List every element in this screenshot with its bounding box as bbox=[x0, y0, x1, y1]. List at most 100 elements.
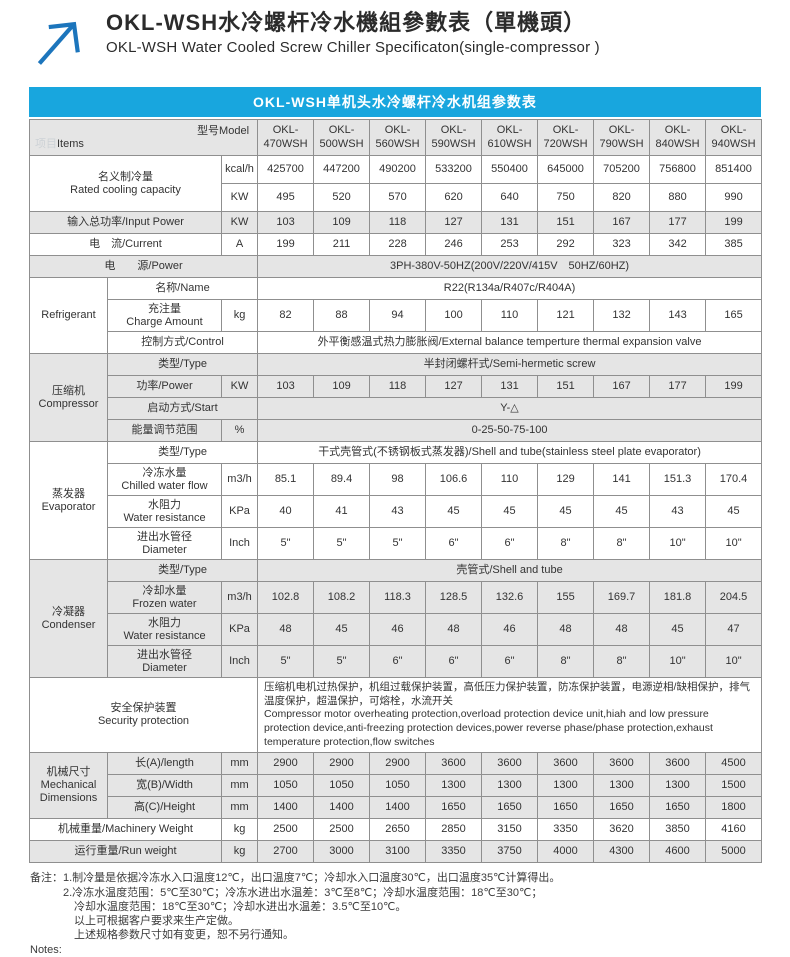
value-cell: 2850 bbox=[425, 818, 483, 842]
value-cell: 570 bbox=[369, 183, 427, 212]
merged-value-cell: 壳管式/Shell and tube bbox=[257, 559, 763, 582]
footnote-line: 以上可根据客户要求来生产定做。 bbox=[74, 915, 239, 928]
value-cell: 6" bbox=[425, 527, 483, 560]
value-cell: 128.5 bbox=[425, 581, 483, 614]
item-label-cell: 水阻力 Water resistance bbox=[107, 613, 222, 646]
value-cell: 228 bbox=[369, 233, 427, 256]
spec-row: 启动方式/Start Y-△ bbox=[30, 397, 763, 420]
value-cell: 1400 bbox=[257, 796, 315, 820]
value-cell: 85.1 bbox=[257, 463, 315, 496]
value-cell: 132.6 bbox=[481, 581, 539, 614]
value-cell: 1300 bbox=[481, 774, 539, 798]
model-header-cell: OKL- 590WSH bbox=[425, 119, 483, 156]
spec-row: 进出水管径 Diameter Inch 5" 5" 6" 6" 6" 8" 8" 10" 10" bbox=[30, 645, 763, 678]
value-cell: 102.8 bbox=[257, 581, 315, 614]
spec-row: 机械重量/Machinery Weight kg 2500 2500 2650 2850 3… bbox=[29, 818, 763, 842]
spec-row: 运行重量/Run weight kg 2700 3000 3100 3350 3750 400… bbox=[29, 840, 763, 864]
value-cell: 5" bbox=[369, 527, 427, 560]
value-cell: 98 bbox=[369, 463, 427, 496]
value-cell: 820 bbox=[593, 183, 651, 212]
value-cell: 1050 bbox=[313, 774, 371, 798]
unit-cell: Inch bbox=[220, 645, 259, 678]
value-cell: 89.4 bbox=[313, 463, 371, 496]
value-cell: 1050 bbox=[257, 774, 315, 798]
value-cell: 3620 bbox=[593, 818, 651, 842]
value-cell: 342 bbox=[649, 233, 707, 256]
value-cell: 2900 bbox=[313, 752, 371, 776]
value-cell: 1400 bbox=[369, 796, 427, 820]
model-label: 型号Model bbox=[197, 125, 250, 137]
item-label-cell: 类型/Type bbox=[106, 353, 259, 376]
value-cell: 520 bbox=[313, 183, 371, 212]
value-cell: 3150 bbox=[481, 818, 539, 842]
item-label-cell: 充注量 Charge Amount bbox=[107, 299, 222, 332]
unit-cell: KW bbox=[220, 211, 259, 234]
spec-row: Refrigerant 名称/Name R22(R134a/R407c/R404A) bbox=[29, 277, 763, 354]
value-cell: 490200 bbox=[369, 155, 427, 184]
value-cell: 756800 bbox=[649, 155, 707, 184]
value-cell: 3600 bbox=[593, 752, 651, 776]
value-cell: 880 bbox=[649, 183, 707, 212]
value-cell: 5" bbox=[257, 527, 315, 560]
value-cell: 4500 bbox=[705, 752, 763, 776]
model-header-cell: OKL- 500WSH bbox=[313, 119, 371, 156]
value-cell: 3600 bbox=[537, 752, 595, 776]
section-label-cell: 机械尺寸 Mechanical Dimensions bbox=[29, 752, 108, 820]
item-label-cell: 安全保护装置 Security protection bbox=[28, 676, 259, 754]
spec-table: 项目Items 型号Model OKL- 470WSH OKL- 500WSH OKL- 56… bbox=[28, 119, 763, 864]
value-cell: 6" bbox=[369, 645, 427, 678]
value-cell: 181.8 bbox=[649, 581, 707, 614]
value-cell: 1650 bbox=[481, 796, 539, 820]
table-title-bar: OKL-WSH单机头水冷螺杆冷水机组参数表 bbox=[29, 87, 761, 117]
value-cell: 121 bbox=[537, 299, 595, 332]
value-cell: 204.5 bbox=[705, 581, 763, 614]
merged-value-cell: 半封闭螺杆式/Semi-hermetic screw bbox=[257, 353, 763, 376]
unit-cell: Inch bbox=[220, 527, 259, 560]
value-cell: 45 bbox=[537, 495, 595, 528]
item-label-cell: 进出水管径 Diameter bbox=[107, 527, 222, 560]
value-cell: 45 bbox=[649, 613, 707, 646]
page-title-zh: OKL-WSH水冷螺杆冷水機組參數表（單機頭） bbox=[106, 10, 587, 35]
value-cell: 2900 bbox=[369, 752, 427, 776]
value-cell: 88 bbox=[313, 299, 371, 332]
title-block: OKL-WSH水冷螺杆冷水機組參數表（單機頭） OKL-WSH Water Co… bbox=[106, 10, 600, 56]
merged-value-cell: Y-△ bbox=[257, 397, 763, 420]
item-label-cell: 能量调节范围 bbox=[107, 419, 222, 442]
value-cell: 109 bbox=[313, 211, 371, 234]
footnote-line: Notes: bbox=[30, 943, 62, 956]
spec-row: 冷凝器 Condenser 类型/Type 壳管式/Shell and tube bbox=[29, 559, 763, 678]
item-label-cell: 功率/Power bbox=[107, 375, 222, 398]
spec-row: 安全保护装置 Security protection 压缩机电机过热保护，机组过载保… bbox=[28, 676, 763, 754]
value-cell: 640 bbox=[481, 183, 539, 212]
document-header: OKL-WSH水冷螺杆冷水機組參數表（單機頭） OKL-WSH Water Co… bbox=[0, 0, 790, 71]
value-cell: 750 bbox=[537, 183, 595, 212]
item-label-cell: 启动方式/Start bbox=[106, 397, 259, 420]
unit-cell: KW bbox=[220, 183, 259, 212]
value-cell: 3600 bbox=[425, 752, 483, 776]
model-header-cell: OKL- 840WSH bbox=[649, 119, 707, 156]
value-cell: 5" bbox=[313, 645, 371, 678]
footnote-line: 冷却水温度范围：18℃至30℃；冷却水进出水温差：3.5℃至10℃。 bbox=[74, 900, 407, 913]
value-cell: 851400 bbox=[705, 155, 763, 184]
value-cell: 8" bbox=[593, 527, 651, 560]
value-cell: 151 bbox=[537, 211, 595, 234]
merged-value-cell: 外平衡感温式热力膨胀阀/External balance temperture … bbox=[257, 331, 763, 354]
item-label-cell: 冷冻水量 Chilled water flow bbox=[107, 463, 222, 496]
value-cell: 103 bbox=[257, 375, 315, 398]
value-cell: 165 bbox=[705, 299, 763, 332]
unit-cell: kg bbox=[220, 299, 259, 332]
value-cell: 1300 bbox=[537, 774, 595, 798]
value-cell: 167 bbox=[593, 375, 651, 398]
unit-cell: KPa bbox=[220, 495, 259, 528]
value-cell: 43 bbox=[369, 495, 427, 528]
value-cell: 1650 bbox=[593, 796, 651, 820]
spec-row: 充注量 Charge Amount kg 82 88 94 100 110 121 132 143 1… bbox=[30, 299, 763, 332]
spec-row: 输入总功率/Input Power KW 103 109 118 127 131 151 167… bbox=[29, 211, 763, 234]
value-cell: 103 bbox=[257, 211, 315, 234]
value-cell: 3600 bbox=[481, 752, 539, 776]
items-label-zh: 项目 bbox=[35, 138, 57, 151]
value-cell: 3750 bbox=[481, 840, 539, 864]
value-cell: 45 bbox=[593, 495, 651, 528]
unit-cell: kcal/h bbox=[220, 155, 259, 184]
